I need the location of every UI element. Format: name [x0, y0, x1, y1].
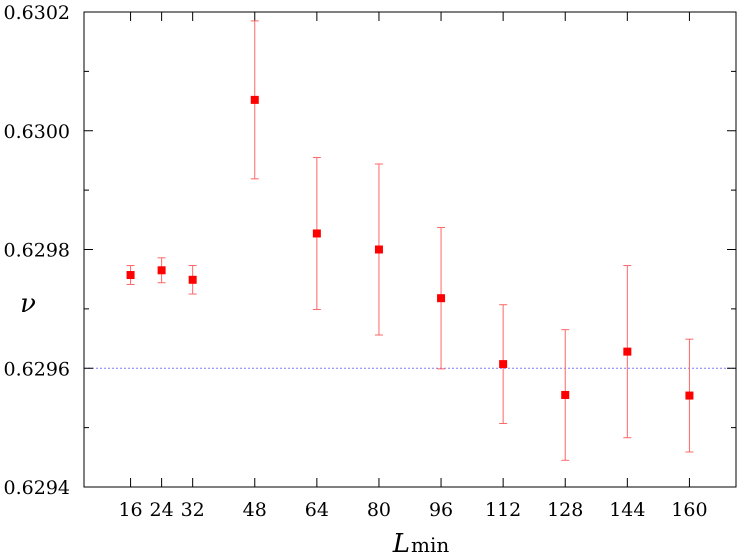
x-tick-label: 80	[367, 499, 391, 521]
x-tick-label: 24	[150, 499, 174, 521]
data-point	[157, 266, 166, 275]
y-tick-label: 0.6302	[4, 2, 70, 24]
data-layer	[126, 20, 694, 461]
y-axis-label: ν	[20, 289, 36, 319]
data-point	[499, 360, 508, 369]
x-tick-label: 48	[243, 499, 267, 521]
y-tick-label: 0.6300	[4, 121, 70, 143]
x-tick-label: 128	[547, 499, 583, 521]
data-point	[126, 271, 135, 280]
x-axis-label: L	[392, 529, 410, 557]
data-point	[437, 294, 446, 303]
x-axis-label-subscript: min	[411, 533, 449, 557]
data-point	[312, 229, 321, 238]
x-tick-label: 112	[485, 499, 521, 521]
y-tick-label: 0.6296	[4, 358, 70, 380]
x-tick-label: 160	[671, 499, 707, 521]
data-point	[250, 95, 259, 104]
data-point	[685, 391, 694, 400]
x-tick-label: 32	[181, 499, 205, 521]
plot-frame	[83, 11, 737, 488]
tick-layer: 16 24 32 48 64 80 96 112 128 144 160 0.6294 0.6296 0.…	[4, 2, 736, 521]
data-point	[188, 275, 197, 284]
data-point	[561, 390, 570, 399]
y-tick-label: 0.6298	[4, 240, 70, 262]
x-tick-label: 144	[609, 499, 645, 521]
data-point	[374, 245, 383, 254]
y-tick-label: 0.6294	[4, 477, 70, 499]
x-tick-label: 96	[429, 499, 453, 521]
data-point	[623, 347, 632, 356]
x-tick-label: 16	[118, 499, 142, 521]
x-tick-label: 64	[305, 499, 329, 521]
